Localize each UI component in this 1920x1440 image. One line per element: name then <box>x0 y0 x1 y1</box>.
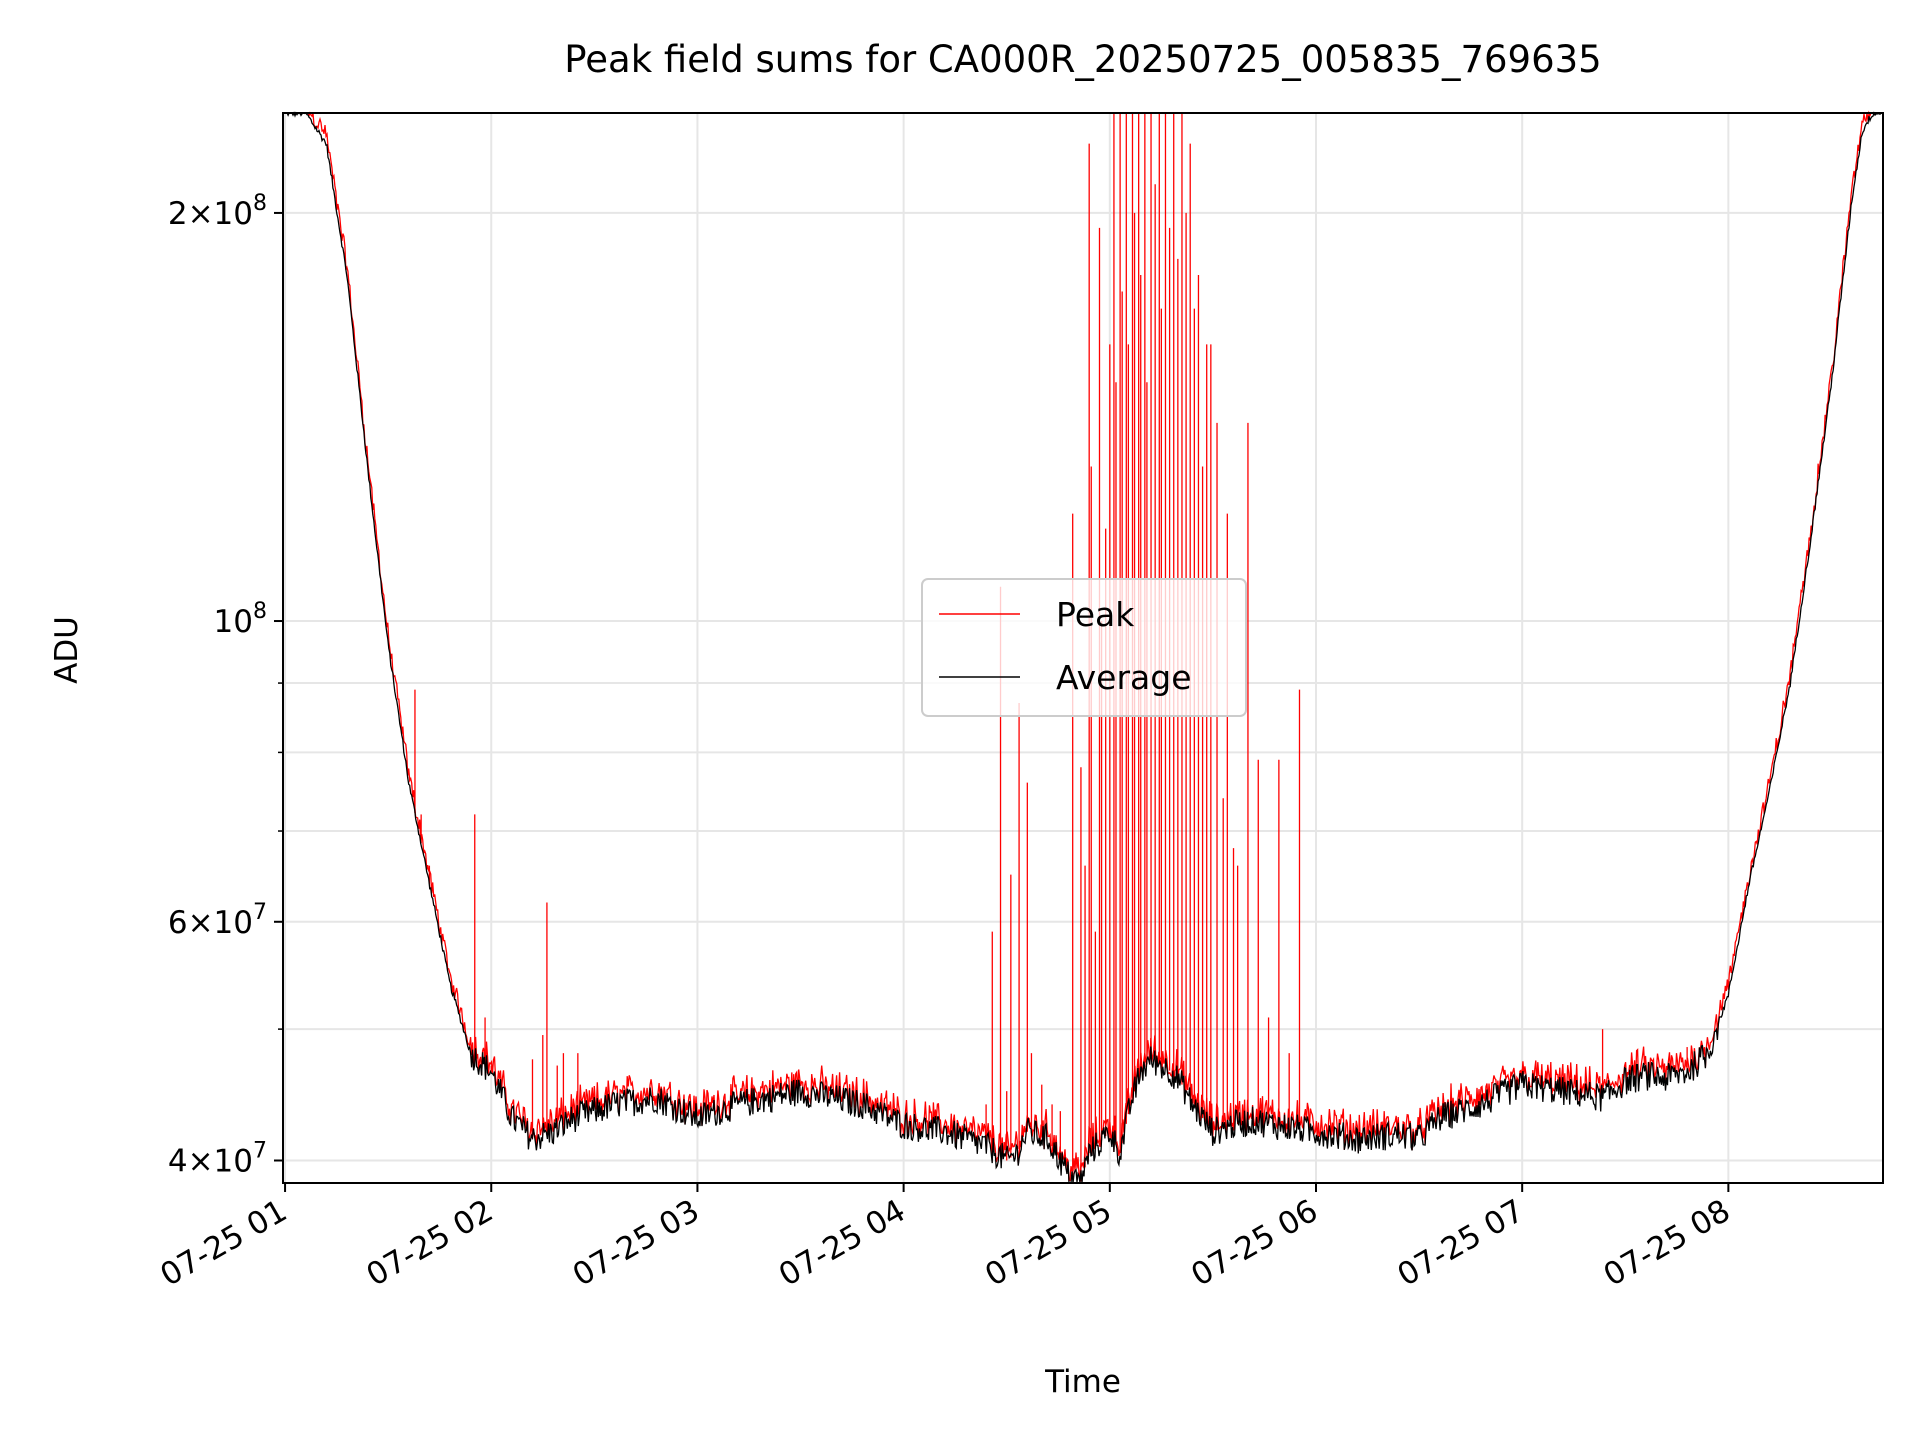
average-series-line <box>285 111 1882 1184</box>
y-tick-base: 6×10 <box>168 905 253 941</box>
y-tick-exponent: 7 <box>253 1138 267 1163</box>
y-tick-label: 2×108 <box>168 191 267 232</box>
y-tick-exponent: 7 <box>253 900 267 925</box>
y-tick-label: 4×107 <box>168 1138 267 1179</box>
y-tick-label: 6×107 <box>168 900 267 941</box>
legend: Peak Average <box>921 578 1247 717</box>
y-tick-base: 10 <box>214 604 253 640</box>
plot-frame <box>282 112 1884 1184</box>
y-tick-exponent: 8 <box>253 599 267 624</box>
x-axis-label: Time <box>1044 1364 1121 1400</box>
y-axis-label: ADU <box>49 616 85 684</box>
average-series <box>285 111 1882 1184</box>
y-tick-base: 2×10 <box>168 196 253 232</box>
y-tick-base: 4×10 <box>168 1143 253 1179</box>
legend-average-label: Average <box>1056 658 1192 697</box>
y-tick-exponent: 8 <box>253 191 267 216</box>
y-tick-label: 108 <box>214 599 267 640</box>
peak-series-line <box>285 110 1881 1182</box>
chart-title: Peak field sums for CA000R_20250725_0058… <box>564 38 1601 81</box>
legend-peak-label: Peak <box>1056 595 1135 634</box>
